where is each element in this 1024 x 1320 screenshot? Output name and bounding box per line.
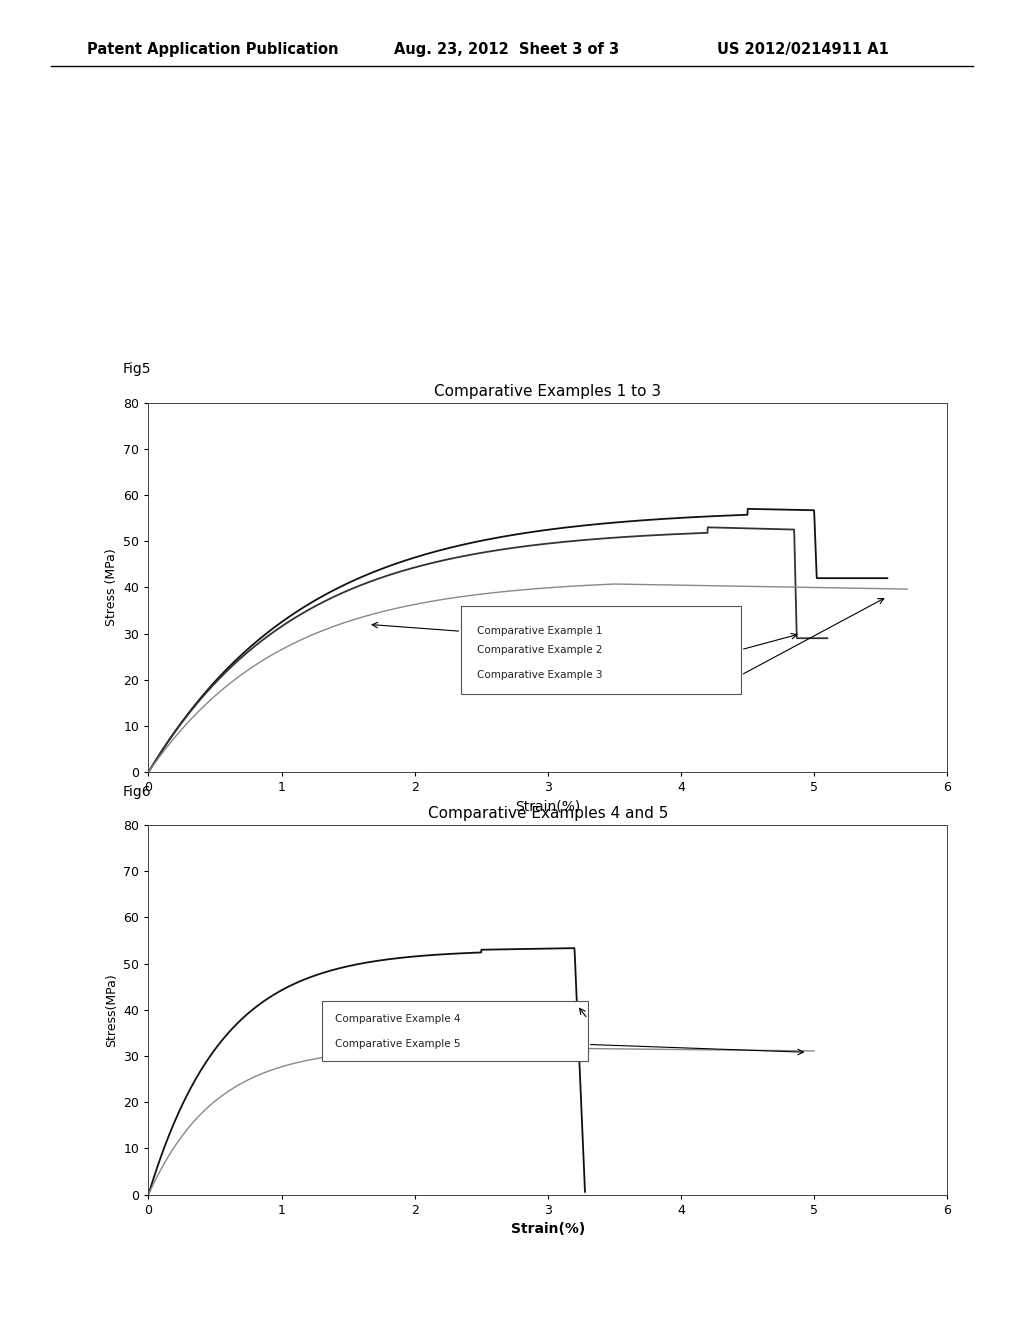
Text: Patent Application Publication: Patent Application Publication [87,42,339,57]
Text: Comparative Example 2: Comparative Example 2 [477,644,603,655]
Text: Aug. 23, 2012  Sheet 3 of 3: Aug. 23, 2012 Sheet 3 of 3 [394,42,620,57]
Text: Fig6: Fig6 [123,784,152,799]
Text: Comparative Example 4: Comparative Example 4 [335,1014,461,1024]
Bar [322,1001,588,1061]
Title: Comparative Examples 1 to 3: Comparative Examples 1 to 3 [434,384,662,399]
Text: US 2012/0214911 A1: US 2012/0214911 A1 [717,42,889,57]
Y-axis label: Stress (MPa): Stress (MPa) [104,549,118,626]
Text: Comparative Example 5: Comparative Example 5 [335,1039,461,1049]
X-axis label: Strain(%): Strain(%) [511,1222,585,1237]
Text: Fig5: Fig5 [123,362,152,376]
Title: Comparative Examples 4 and 5: Comparative Examples 4 and 5 [428,807,668,821]
X-axis label: Strain(%): Strain(%) [515,800,581,814]
Bar [461,606,741,694]
Text: Comparative Example 1: Comparative Example 1 [477,626,603,636]
Text: Comparative Example 3: Comparative Example 3 [477,671,603,680]
Y-axis label: Stress(MPa): Stress(MPa) [104,973,118,1047]
